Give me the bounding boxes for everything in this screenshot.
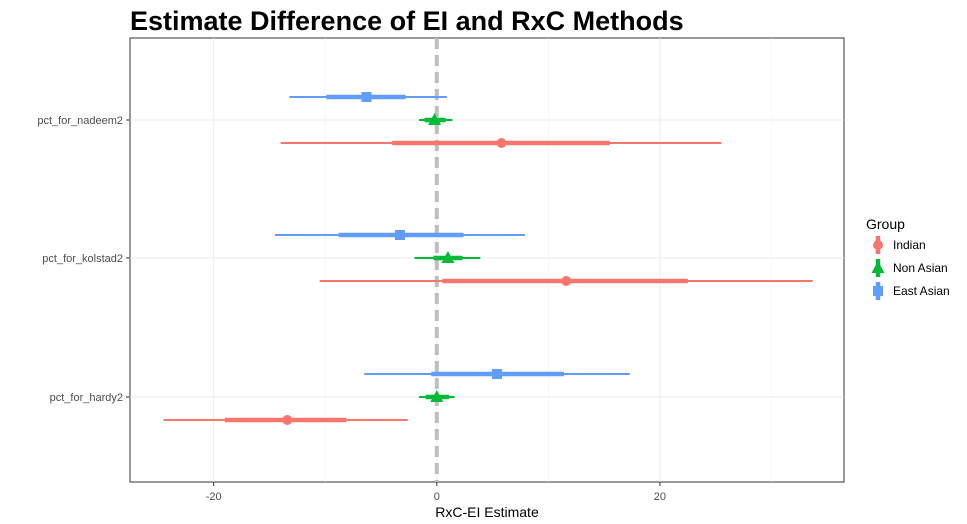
legend-label-east-asian: East Asian xyxy=(893,284,950,298)
x-tick-label-0: -20 xyxy=(206,491,222,503)
chart-title: Estimate Difference of EI and RxC Method… xyxy=(130,6,684,36)
legend-label-indian: Indian xyxy=(893,238,926,252)
x-axis: -20 0 20 xyxy=(206,482,666,503)
legend: Group Indian Non Asian East Asian xyxy=(866,216,950,300)
x-axis-title: RxC-EI Estimate xyxy=(435,504,539,520)
x-tick-label-2: 20 xyxy=(654,491,666,503)
legend-label-non-asian: Non Asian xyxy=(893,261,948,275)
plot-panel xyxy=(129,37,845,483)
point-indian-pct-for-kolstad2 xyxy=(561,276,572,286)
point-east-asian-pct-for-kolstad2 xyxy=(394,230,405,240)
interval-marks xyxy=(163,92,813,425)
legend-key-marker-indian xyxy=(873,240,883,250)
point-non-asian-pct-for-kolstad2 xyxy=(441,251,455,263)
y-axis: pct_for_nadeem2 pct_for_kolstad2 pct_for_h… xyxy=(37,115,130,404)
point-non-asian-pct-for-nadeem2 xyxy=(428,113,442,125)
point-indian-pct-for-hardy2 xyxy=(282,415,293,425)
point-east-asian-pct-for-hardy2 xyxy=(492,369,503,379)
x-tick-label-1: 0 xyxy=(434,491,440,503)
legend-key-marker-non-asian xyxy=(871,261,885,273)
point-indian-pct-for-nadeem2 xyxy=(496,138,507,148)
y-tick-label-pct-for-kolstad2: pct_for_kolstad2 xyxy=(42,253,123,265)
y-tick-label-pct-for-nadeem2: pct_for_nadeem2 xyxy=(37,115,123,127)
y-tick-label-pct-for-hardy2: pct_for_hardy2 xyxy=(50,392,123,404)
legend-title: Group xyxy=(866,216,905,232)
point-east-asian-pct-for-nadeem2 xyxy=(361,92,372,102)
legend-key-marker-east-asian xyxy=(873,286,883,296)
point-non-asian-pct-for-hardy2 xyxy=(430,390,444,402)
